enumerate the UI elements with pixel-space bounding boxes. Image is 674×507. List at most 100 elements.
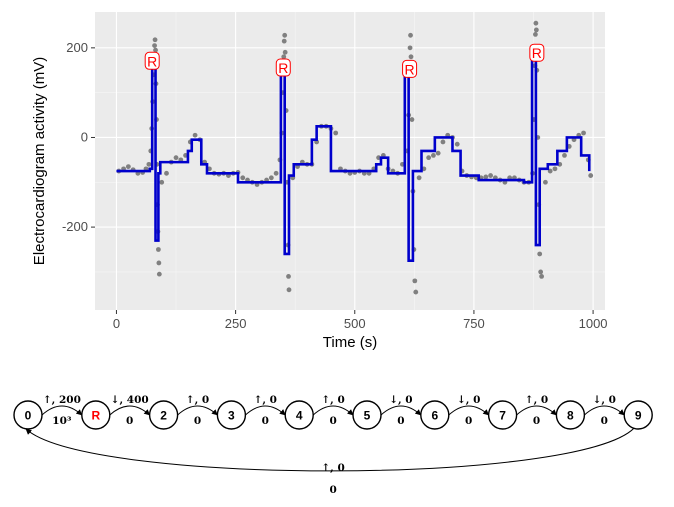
observation-point bbox=[146, 161, 152, 167]
x-tick-label: 0 bbox=[113, 316, 120, 331]
state-node-label: 5 bbox=[364, 409, 371, 423]
observation-point bbox=[408, 54, 414, 60]
peak-labels: R R R R bbox=[144, 43, 545, 78]
y-tick-label: 200 bbox=[66, 40, 88, 55]
observation-point bbox=[533, 32, 538, 37]
state-node: 6 bbox=[420, 400, 450, 430]
return-top-label: ↑, 0 bbox=[321, 462, 344, 474]
observation-point bbox=[435, 150, 441, 156]
observation-point bbox=[539, 273, 545, 279]
observation-point bbox=[164, 170, 169, 176]
observation-point bbox=[156, 271, 162, 277]
state-node-circle bbox=[352, 400, 382, 430]
transition-arrow bbox=[380, 405, 422, 416]
observation-point bbox=[152, 37, 158, 43]
r-peak-label: R bbox=[144, 51, 160, 70]
observation-point bbox=[413, 289, 419, 295]
x-tick-label: 1000 bbox=[579, 316, 608, 331]
transition-edge: ↓, 400 0 bbox=[109, 394, 151, 427]
transition-edge: ↑, 0 0 bbox=[245, 394, 286, 427]
state-node: 8 bbox=[555, 400, 586, 430]
transition-arrow bbox=[584, 405, 625, 416]
transition-bottom-label: 10³ bbox=[52, 415, 72, 427]
transition-bottom-label: 0 bbox=[601, 415, 608, 427]
y-tick-label: 0 bbox=[81, 129, 88, 144]
observation-point bbox=[454, 141, 460, 147]
observation-point bbox=[281, 38, 287, 44]
transition-top-label: ↑, 0 bbox=[525, 394, 548, 406]
y-tick-label: -200 bbox=[62, 219, 88, 234]
x-axis-title: Time (s) bbox=[323, 334, 377, 351]
observation-point bbox=[333, 130, 339, 136]
transition-arrow bbox=[109, 405, 151, 416]
observation-point bbox=[416, 175, 422, 181]
state-node: 0 bbox=[13, 400, 43, 430]
observation-point bbox=[282, 32, 288, 38]
transition-top-label: ↓, 0 bbox=[389, 394, 412, 406]
observation-point bbox=[268, 175, 274, 181]
observation-point bbox=[192, 132, 198, 138]
transition-edge: ↓, 0 0 bbox=[584, 394, 625, 427]
observation-point bbox=[412, 278, 418, 284]
y-axis-title: Electrocardiogram activity (mV) bbox=[31, 57, 48, 265]
transition-arrow bbox=[41, 405, 83, 416]
r-peak-label-box bbox=[529, 43, 545, 62]
transition-bottom-label: 0 bbox=[262, 415, 269, 427]
r-peak-label: R bbox=[402, 59, 418, 78]
r-peak-label-text: R bbox=[278, 60, 288, 76]
observation-point bbox=[409, 117, 415, 122]
state-node: R bbox=[81, 400, 111, 430]
state-node: 4 bbox=[284, 400, 314, 430]
state-node-label: R bbox=[91, 409, 100, 423]
x-tick-label: 750 bbox=[463, 316, 485, 331]
ecg-chart: R R R R 0 250 500 750 1000 -200 0 200 Time (s) Ele… bbox=[31, 12, 608, 351]
state-node-circle bbox=[623, 400, 653, 430]
x-tick-label: 250 bbox=[225, 316, 247, 331]
transition-arrow bbox=[312, 405, 354, 416]
state-node: 7 bbox=[487, 400, 518, 430]
observation-point bbox=[538, 269, 544, 275]
transition-arrow bbox=[516, 405, 557, 416]
transition-bottom-label: 0 bbox=[194, 415, 201, 427]
transition-bottom-label: 0 bbox=[329, 415, 336, 427]
transition-top-label: ↑, 200 bbox=[43, 394, 81, 406]
state-node-label: 2 bbox=[160, 409, 167, 423]
observation-point bbox=[152, 43, 157, 49]
fit-line bbox=[116, 51, 591, 263]
state-node: 5 bbox=[352, 400, 382, 430]
transition-bottom-label: 0 bbox=[126, 415, 133, 427]
transition-bottom-label: 0 bbox=[465, 415, 472, 427]
state-node-circle bbox=[148, 400, 179, 430]
r-peak-label-text: R bbox=[405, 61, 415, 77]
state-node: 3 bbox=[216, 400, 247, 430]
observation-point bbox=[483, 174, 489, 180]
state-node-circle bbox=[216, 400, 247, 430]
transition-top-label: ↓, 0 bbox=[457, 394, 480, 406]
transition-top-label: ↑, 0 bbox=[186, 394, 209, 406]
state-node-label: 7 bbox=[499, 409, 506, 423]
observation-point bbox=[440, 139, 446, 145]
r-peak-label: R bbox=[529, 43, 545, 62]
observation-point bbox=[581, 130, 586, 136]
state-node-circle bbox=[487, 400, 518, 430]
fitted-step-line bbox=[116, 51, 591, 263]
transition-edge: ↑, 0 0 bbox=[312, 394, 354, 427]
transition-top-label: ↓, 400 bbox=[111, 394, 149, 406]
return-bottom-label: 0 bbox=[329, 484, 336, 496]
state-node-label: 8 bbox=[567, 409, 574, 423]
transition-edge: ↑, 200 10³ bbox=[41, 394, 83, 427]
observation-point bbox=[125, 164, 131, 170]
observation-point bbox=[282, 49, 288, 55]
transition-edge: ↓, 0 0 bbox=[448, 394, 490, 427]
observation-point bbox=[286, 287, 292, 293]
transition-bottom-label: 0 bbox=[397, 415, 404, 427]
transition-edge: ↑, 0 0 bbox=[516, 394, 557, 427]
observation-point bbox=[273, 170, 279, 176]
observation-point bbox=[173, 155, 179, 161]
transition-edge: ↓, 0 0 bbox=[380, 394, 422, 427]
state-node-circle bbox=[81, 400, 111, 430]
axis-ticks: 0 250 500 750 1000 -200 0 200 bbox=[62, 40, 608, 331]
r-peak-label-box bbox=[402, 59, 418, 78]
